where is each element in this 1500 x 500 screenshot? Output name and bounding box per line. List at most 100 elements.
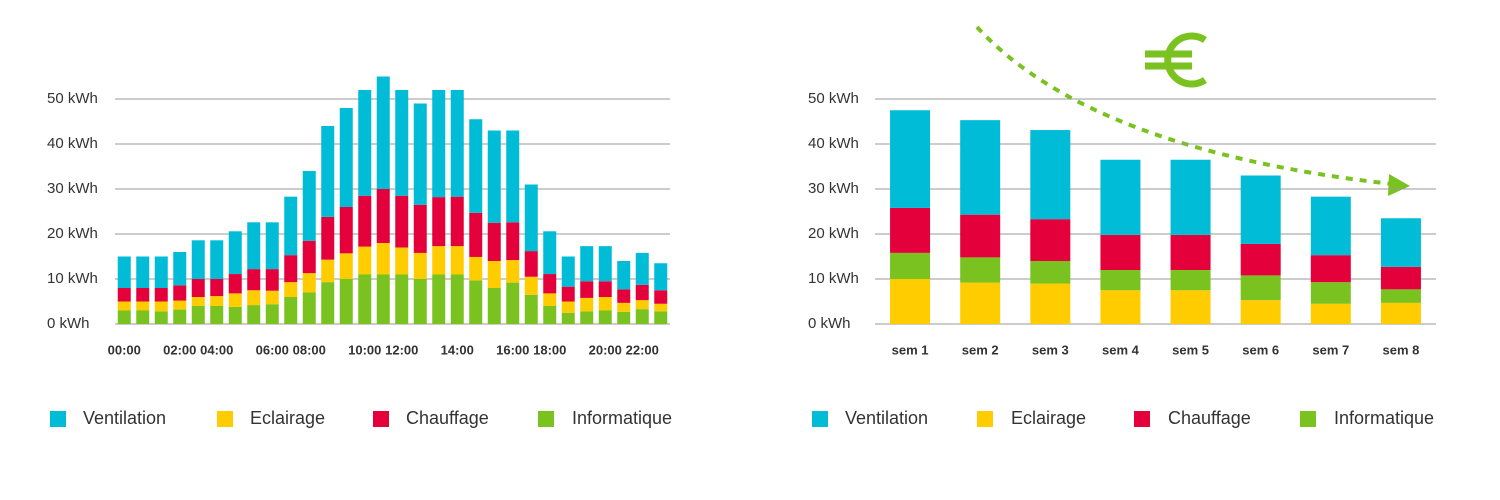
- bar-segment: [413, 103, 427, 205]
- bar-segment: [154, 288, 168, 302]
- bar-segment: [487, 261, 501, 288]
- x-tick-label: 02:00: [163, 342, 196, 357]
- bar-segment: [339, 207, 353, 254]
- bar-segment: [580, 297, 594, 312]
- bar-segment: [284, 255, 298, 283]
- y-tick-label: 10 kWh: [808, 270, 859, 287]
- x-tick-label: 12:00: [385, 342, 418, 357]
- x-tick-label: 22:00: [626, 342, 659, 357]
- bar-segment: [1170, 270, 1211, 291]
- legend-swatch: [373, 411, 389, 427]
- bar-segment: [654, 263, 668, 291]
- bar-segment: [1310, 282, 1351, 304]
- bar-segment: [1030, 130, 1071, 220]
- bar-segment: [561, 286, 575, 302]
- bar-segment: [1100, 290, 1141, 324]
- y-tick-label: 0 kWh: [47, 315, 90, 332]
- bar-segment: [432, 90, 446, 198]
- bar-segment: [1030, 261, 1071, 284]
- bar-segment: [450, 274, 464, 324]
- bar-segment: [136, 301, 150, 311]
- bar-segment: [617, 302, 631, 312]
- bar-segment: [1240, 300, 1281, 324]
- bar-segment: [1310, 196, 1351, 256]
- bar-segment: [1380, 302, 1421, 324]
- bar-segment: [890, 279, 931, 324]
- trend-arrow: [975, 25, 1393, 186]
- legend-swatch: [217, 411, 233, 427]
- bar-segment: [506, 260, 520, 283]
- bar-segment: [580, 246, 594, 282]
- y-tick-label: 20 kWh: [808, 225, 859, 242]
- bar-segment: [321, 216, 335, 260]
- bar-segment: [1310, 255, 1351, 283]
- y-tick-label: 50 kWh: [808, 90, 859, 107]
- bar-segment: [469, 212, 483, 257]
- x-tick-label: 18:00: [533, 342, 566, 357]
- y-tick-label: 0 kWh: [808, 315, 851, 332]
- bar-segment: [635, 300, 649, 310]
- bar-segment: [1380, 218, 1421, 267]
- bar-segment: [617, 289, 631, 303]
- bar-segment: [1100, 234, 1141, 270]
- bar-segment: [432, 274, 446, 324]
- bar-segment: [191, 297, 205, 306]
- bar-segment: [247, 305, 261, 324]
- bar-segment: [265, 269, 279, 291]
- bar-segment: [524, 184, 538, 252]
- bar-segment: [960, 120, 1001, 215]
- legend-swatch: [1300, 411, 1316, 427]
- bar-segment: [136, 310, 150, 324]
- bar-segment: [210, 296, 224, 306]
- bar-segment: [890, 110, 931, 208]
- bar-segment: [598, 246, 612, 282]
- bar-segment: [247, 290, 261, 306]
- bar-segment: [302, 273, 316, 293]
- bar-segment: [469, 256, 483, 281]
- bar-segment: [543, 293, 557, 306]
- bar-segment: [339, 253, 353, 279]
- bar-segment: [136, 256, 150, 288]
- x-tick-label: sem 6: [1242, 342, 1279, 357]
- bar-segment: [117, 310, 131, 324]
- y-tick-label: 20 kWh: [47, 225, 98, 242]
- bar-segment: [247, 222, 261, 270]
- bar-segment: [376, 274, 390, 324]
- bar-segment: [191, 306, 205, 324]
- bar-segment: [432, 197, 446, 247]
- bar-segment: [210, 306, 224, 324]
- bar-segment: [450, 90, 464, 197]
- x-tick-label: sem 4: [1102, 342, 1140, 357]
- bar-segment: [173, 309, 187, 324]
- bar-segment: [487, 288, 501, 324]
- bar-segment: [450, 196, 464, 247]
- x-tick-label: 08:00: [293, 342, 326, 357]
- bar-segment: [598, 297, 612, 311]
- bar-segment: [1380, 266, 1421, 290]
- bar-segment: [1100, 159, 1141, 235]
- bar-segment: [890, 252, 931, 279]
- bar-segment: [302, 171, 316, 241]
- x-tick-label: sem 7: [1312, 342, 1349, 357]
- legend-swatch: [812, 411, 828, 427]
- bar-segment: [265, 222, 279, 270]
- legend-label: Chauffage: [406, 408, 489, 428]
- bar-segment: [395, 247, 409, 275]
- bar-segment: [487, 130, 501, 223]
- bar-segment: [376, 243, 390, 275]
- x-tick-label: 04:00: [200, 342, 233, 357]
- legend-label: Ventilation: [845, 408, 928, 428]
- bar-segment: [506, 222, 520, 261]
- bar-segment: [321, 126, 335, 217]
- bar-segment: [617, 261, 631, 290]
- bar-segment: [580, 311, 594, 324]
- x-tick-label: 00:00: [108, 342, 141, 357]
- bar-segment: [358, 274, 372, 324]
- bar-segment: [284, 297, 298, 324]
- bar-segment: [173, 252, 187, 286]
- bar-segment: [228, 231, 242, 275]
- bar-segment: [395, 90, 409, 196]
- legend-swatch: [538, 411, 554, 427]
- bar-segment: [561, 312, 575, 324]
